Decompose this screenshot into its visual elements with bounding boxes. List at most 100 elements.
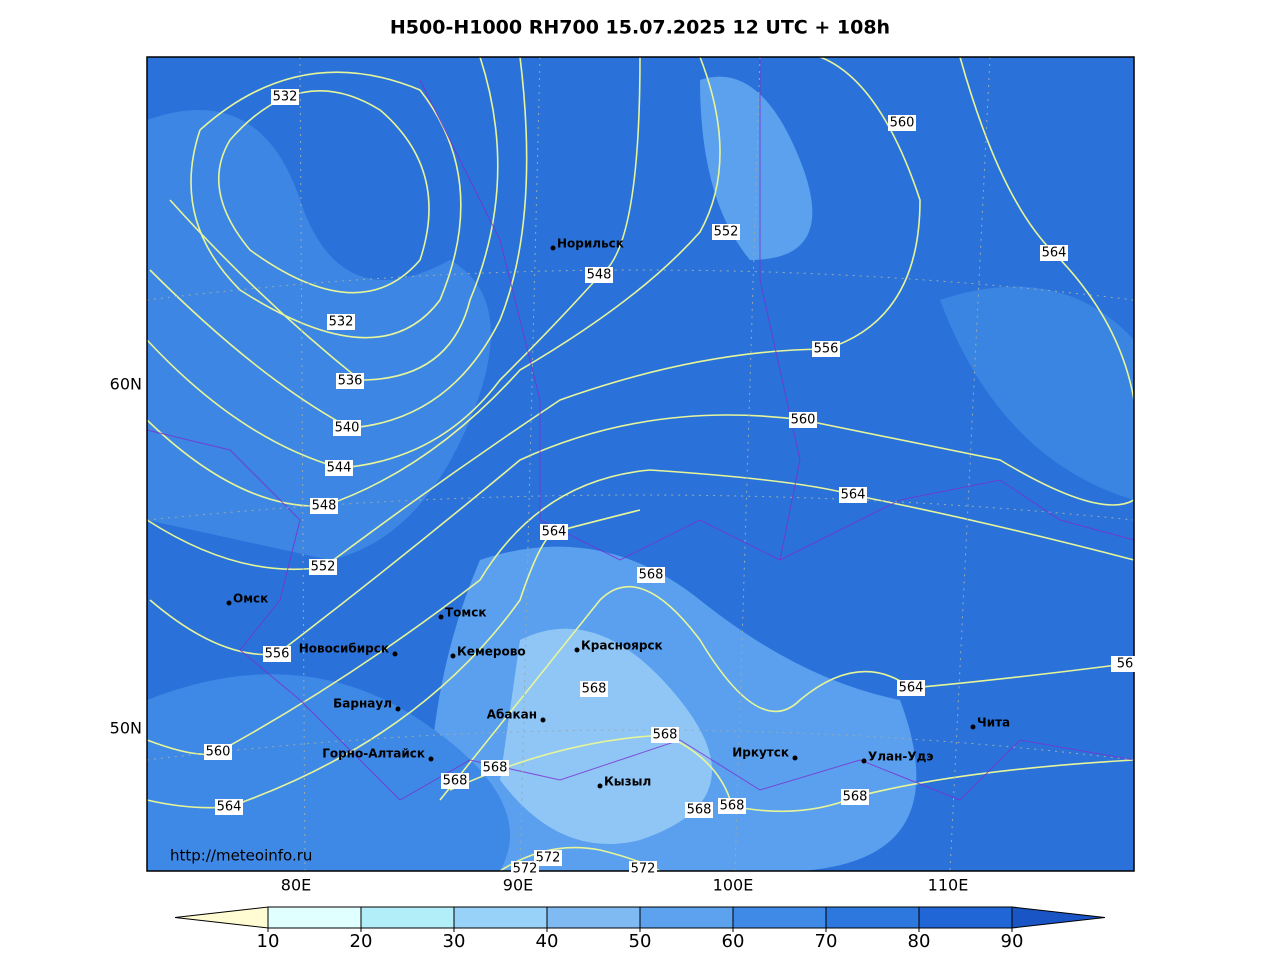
city-dot	[540, 717, 546, 723]
city-dot	[392, 651, 398, 657]
city-name: Кемерово	[457, 645, 526, 659]
lat-label: 50N	[110, 719, 142, 738]
colorbar-tick-label: 40	[536, 931, 559, 952]
colorbar-tick-label: 30	[443, 931, 466, 952]
contour-label-bg	[534, 850, 562, 866]
contour-label-bg	[336, 373, 364, 389]
city-name: Горно-Алтайск	[322, 747, 425, 761]
contour-label-bg	[333, 420, 361, 436]
contour-label-bg	[441, 773, 469, 789]
contour-label-bg	[651, 727, 679, 743]
contour-label: 556	[814, 342, 839, 357]
contour-label: 552	[311, 560, 336, 575]
lat-label: 60N	[110, 375, 142, 394]
city-name: Кызыл	[604, 775, 651, 789]
colorbar-tick-label: 10	[257, 931, 280, 952]
colorbar-segment	[732, 906, 827, 929]
contour-label-bg	[712, 224, 740, 240]
contour-label: 564	[542, 525, 567, 540]
isohypses	[146, 56, 1135, 872]
colorbar-tick-label: 80	[908, 931, 931, 952]
contour-label-bg	[481, 760, 509, 776]
city-name: Абакан	[487, 708, 537, 722]
city-dot	[574, 647, 580, 653]
contour-label-bg	[580, 681, 608, 697]
contour-label-bg	[1040, 245, 1068, 261]
city-dot	[226, 600, 232, 606]
contour-label-bg	[327, 314, 355, 330]
contour-label: 572	[631, 862, 656, 877]
contour-label: 560	[890, 116, 915, 131]
contour-label-bg	[215, 799, 243, 815]
contour-label-bg	[540, 524, 568, 540]
contour-label: 564	[841, 488, 866, 503]
contour-label-bg	[637, 567, 665, 583]
humidity-area	[147, 674, 510, 871]
contour-label-bg	[888, 115, 916, 131]
contour-label-bg	[271, 89, 299, 105]
colorbar: 10 20 30 40 50 60 70 80 90	[174, 906, 1106, 952]
city-name: Омск	[233, 592, 268, 606]
colorbar-segment	[825, 906, 920, 929]
graticule	[146, 56, 1135, 872]
contour-label: 556	[265, 647, 290, 662]
humidity-area	[700, 76, 813, 261]
contour-label: 540	[335, 421, 360, 436]
contour-label: 532	[329, 315, 354, 330]
overlay: 60N 50N 80E 90E 100E 110E 532 532 536 540 544 548 55…	[110, 89, 1139, 895]
contour-label-bg	[841, 789, 869, 805]
lon-label: 100E	[713, 876, 754, 895]
city-dot	[550, 245, 556, 251]
colorbar-segment	[639, 906, 734, 929]
contour-label-bg	[839, 487, 867, 503]
lon-label: 80E	[281, 876, 311, 895]
contour-label-bg	[897, 680, 925, 696]
city-name: Чита	[977, 716, 1010, 730]
contour-label: 568	[483, 761, 508, 776]
contour-label-bg	[718, 798, 746, 814]
contour-label-bg	[685, 802, 713, 818]
borders	[146, 57, 1135, 801]
contour-label-bg	[263, 646, 291, 662]
contour-label-bg	[585, 267, 613, 283]
contour-label-bg	[310, 498, 338, 514]
city-name: Барнаул	[333, 697, 392, 711]
colorbar-extend-min	[174, 906, 269, 929]
city-dot	[428, 756, 434, 762]
title: H500-H1000 RH700 15.07.2025 12 UTC + 108…	[390, 17, 890, 39]
lon-label: 110E	[928, 876, 969, 895]
colorbar-tick-label: 20	[350, 931, 373, 952]
contour-label: 568	[843, 790, 868, 805]
city-dot	[792, 755, 798, 761]
contour-label: 544	[327, 461, 352, 476]
colorbar-tick-label: 90	[1001, 931, 1024, 952]
contour-label: 56	[1117, 657, 1134, 672]
contour-label-bg	[325, 460, 353, 476]
contour-label: 532	[273, 90, 298, 105]
contour-label: 560	[206, 745, 231, 760]
city-name: Томск	[445, 606, 487, 620]
colorbar-segment	[453, 906, 548, 929]
humidity-area	[147, 110, 491, 560]
contour-label-bg	[1111, 656, 1139, 672]
city-name: Новосибирск	[299, 642, 389, 656]
city-name: Норильск	[557, 237, 624, 251]
contour-label: 548	[587, 268, 612, 283]
contour-label: 564	[217, 800, 242, 815]
contour-label: 568	[443, 774, 468, 789]
city-dot	[395, 706, 401, 712]
city-dot	[450, 653, 456, 659]
humidity-area	[500, 628, 712, 844]
contour-label: 572	[536, 851, 561, 866]
colorbar-tick-label: 50	[629, 931, 652, 952]
city-dot	[861, 758, 867, 764]
map: http://meteoinfo.ru	[146, 56, 1135, 872]
city-dot	[970, 724, 976, 730]
colorbar-segment	[918, 906, 1013, 929]
contour-label: 572	[513, 862, 538, 877]
contour-label-bg	[511, 861, 539, 877]
lon-label: 90E	[503, 876, 533, 895]
contour-label: 568	[582, 682, 607, 697]
contour-label: 568	[720, 799, 745, 814]
